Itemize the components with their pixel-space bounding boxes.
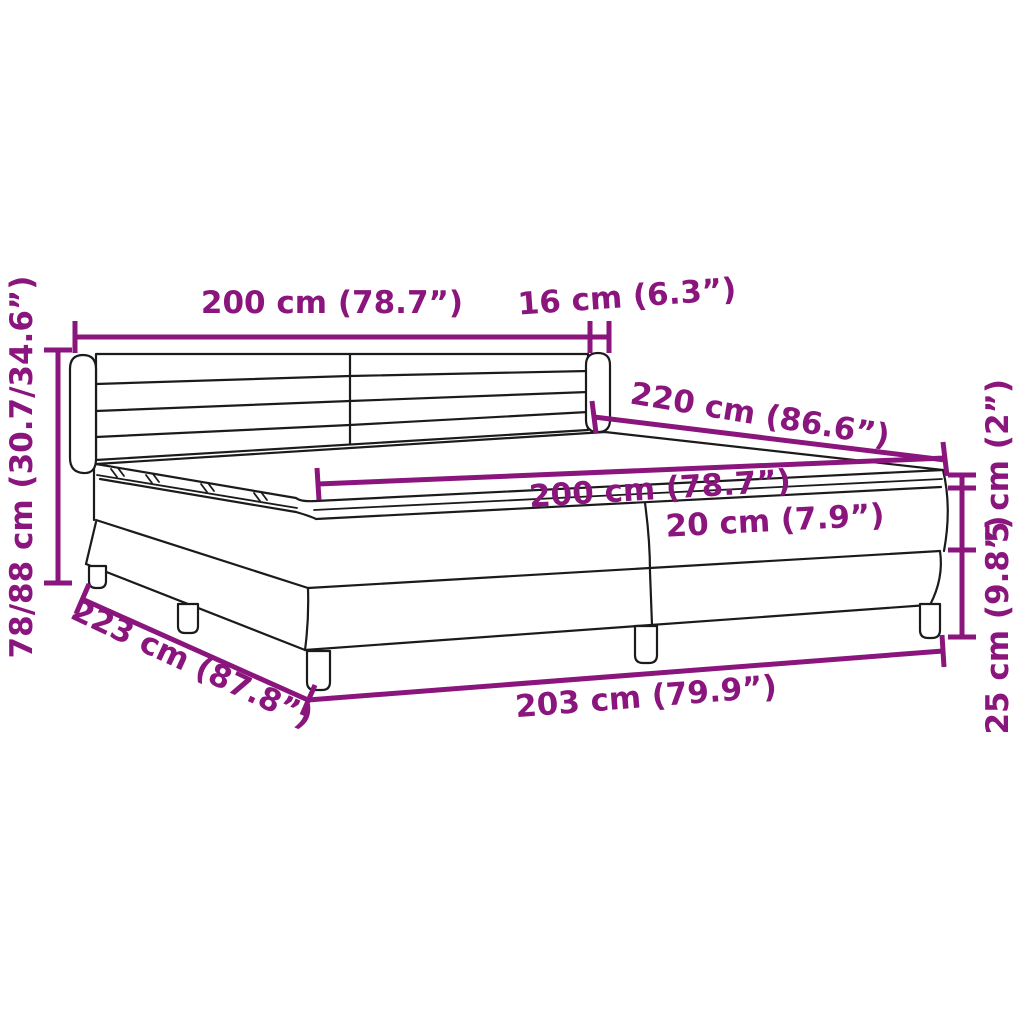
- dimension-lines: [44, 321, 976, 716]
- tick: [73, 583, 92, 615]
- base-left-back-edge: [84, 520, 98, 566]
- mattress-edge-piping: [96, 474, 298, 509]
- base-front-corner-edge: [303, 587, 310, 652]
- mattress-center-seam: [643, 501, 652, 574]
- stitch-marks: [110, 467, 268, 502]
- mattress-bottom-front-edge: [306, 549, 942, 590]
- legs: [87, 564, 942, 692]
- mattress-bottom-left-edge: [94, 518, 310, 590]
- dim-line-base-depth: [80, 596, 310, 703]
- dim-line-base-width: [307, 648, 944, 703]
- tick: [939, 634, 947, 668]
- dimension-labels: 200 cm (78.7”) 16 cm (6.3”) 220 cm (86.6…: [4, 271, 1016, 735]
- leg-left-middle: [176, 602, 200, 635]
- headboard-left-wing: [68, 353, 98, 475]
- topper-piping-line: [313, 478, 943, 511]
- mattress: [92, 430, 949, 590]
- base-center-seam: [648, 570, 654, 627]
- headboard: [94, 352, 590, 462]
- mattress-right-edge: [941, 468, 949, 553]
- base: [84, 520, 942, 652]
- leg-front-right: [918, 602, 942, 640]
- dim-line-mattress-width: [317, 455, 946, 487]
- base-front-bottom-edge: [303, 603, 930, 652]
- tick: [589, 400, 599, 434]
- label-headboard-wing-depth: 16 cm (6.3”): [516, 271, 737, 322]
- label-headboard-width: 200 cm (78.7”): [201, 285, 463, 321]
- leg-back-left: [87, 564, 108, 590]
- base-right-edge: [928, 549, 942, 607]
- mattress-top-surface: [94, 430, 945, 503]
- tick: [299, 684, 318, 716]
- leg-front-middle: [633, 624, 659, 665]
- topper-bottom-edge: [98, 477, 943, 521]
- tick: [940, 441, 950, 477]
- label-base-width: 203 cm (79.9”): [514, 669, 778, 725]
- label-base-leg-height: 25 cm (9.8”): [980, 515, 1016, 734]
- label-total-height: 78/88 cm (30.7/34.6”): [4, 276, 40, 659]
- dim-line-bed-length: [593, 414, 946, 463]
- label-topper-height: 5 cm (2”): [980, 379, 1016, 543]
- leg-front-corner: [305, 649, 332, 692]
- tick: [314, 467, 322, 501]
